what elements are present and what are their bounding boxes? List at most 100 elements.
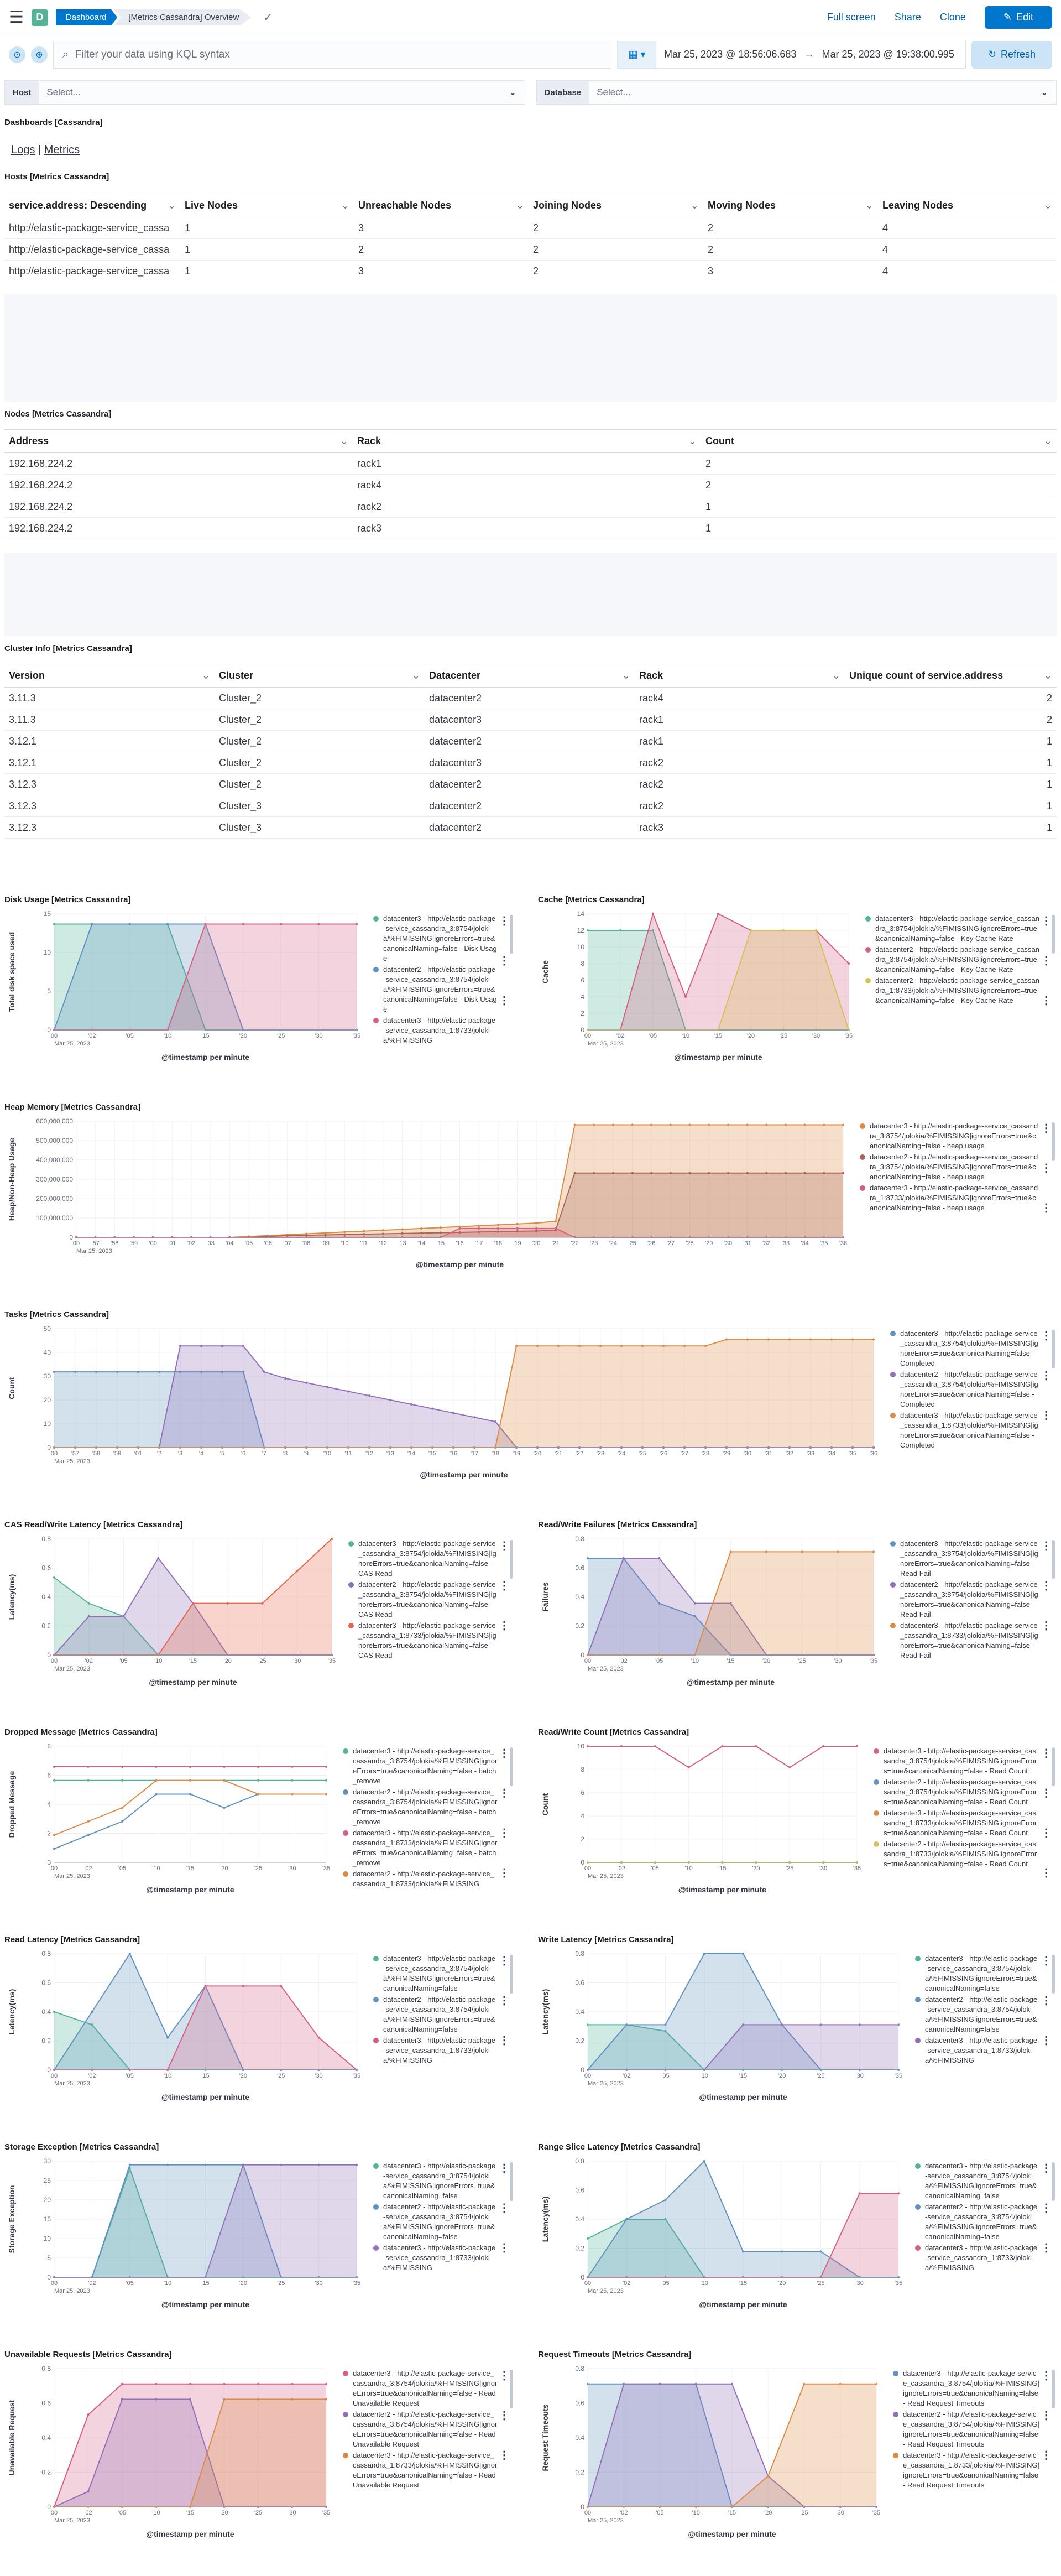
column-header[interactable]: Unreachable Nodes ⌄ bbox=[354, 194, 529, 217]
legend-item[interactable]: datacenter3 - http://elastic-package-ser… bbox=[893, 2369, 1039, 2408]
legend-item[interactable]: datacenter3 - http://elastic-package-ser… bbox=[915, 2036, 1039, 2065]
add-filter-icon[interactable]: ⊕ bbox=[31, 46, 48, 63]
logs-link[interactable]: Logs bbox=[11, 144, 35, 156]
column-header[interactable]: Cluster ⌄ bbox=[215, 664, 425, 688]
legend-item[interactable]: datacenter2 - http://elastic-package-ser… bbox=[343, 2410, 498, 2449]
legend-menu-icon[interactable]: ⋮ bbox=[1041, 2034, 1052, 2047]
column-header[interactable]: Live Nodes ⌄ bbox=[180, 194, 354, 217]
sort-chevron-icon[interactable]: ⌄ bbox=[832, 670, 840, 681]
legend-menu-icon[interactable]: ⋮ bbox=[1041, 2449, 1052, 2461]
legend-item[interactable]: datacenter3 - http://elastic-package-ser… bbox=[915, 1954, 1039, 1994]
breadcrumb-dashboard[interactable]: Dashboard bbox=[55, 9, 118, 25]
column-header[interactable]: Rack ⌄ bbox=[635, 664, 845, 688]
chevron-down-icon[interactable]: ⌄ bbox=[1040, 87, 1048, 97]
sort-chevron-icon[interactable]: ⌄ bbox=[341, 200, 349, 211]
legend-menu-icon[interactable]: ⋮ bbox=[1041, 1995, 1052, 2007]
legend-menu-icon[interactable]: ⋮ bbox=[1041, 2202, 1052, 2214]
legend-item[interactable]: datacenter3 - http://elastic-package-ser… bbox=[343, 1746, 498, 1786]
legend-scrollbar[interactable] bbox=[1052, 1955, 1055, 1994]
legend-menu-icon[interactable]: ⋮ bbox=[1041, 1122, 1052, 1135]
legend-menu-icon[interactable]: ⋮ bbox=[499, 1955, 510, 1967]
date-picker[interactable]: ▦ ▾ Mar 25, 2023 @ 18:56:06.683 → Mar 25… bbox=[617, 40, 966, 69]
legend-item[interactable]: datacenter2 - http://elastic-package-ser… bbox=[874, 1839, 1039, 1869]
calendar-icon[interactable]: ▦ ▾ bbox=[618, 41, 656, 68]
host-control[interactable]: Host Select... ⌄ bbox=[4, 80, 525, 105]
legend-menu-icon[interactable]: ⋮ bbox=[1041, 1330, 1052, 1342]
column-header[interactable]: Count ⌄ bbox=[701, 429, 1057, 453]
legend-scrollbar[interactable] bbox=[510, 1747, 513, 1786]
clone-link[interactable]: Clone bbox=[939, 12, 966, 23]
legend-menu-icon[interactable]: ⋮ bbox=[499, 1787, 510, 1799]
legend-scrollbar[interactable] bbox=[1052, 1540, 1055, 1579]
legend-scrollbar[interactable] bbox=[510, 1540, 513, 1579]
column-header[interactable]: Moving Nodes ⌄ bbox=[703, 194, 878, 217]
legend-menu-icon[interactable]: ⋮ bbox=[1041, 1540, 1052, 1552]
legend-item[interactable]: datacenter3 - http://elastic-package-ser… bbox=[373, 1954, 498, 1994]
legend-menu-icon[interactable]: ⋮ bbox=[1041, 1955, 1052, 1967]
app-logo[interactable]: D bbox=[31, 9, 48, 26]
legend-item[interactable]: datacenter2 - http://elastic-package-ser… bbox=[343, 1787, 498, 1827]
database-control[interactable]: Database Select... ⌄ bbox=[536, 80, 1057, 105]
sort-chevron-icon[interactable]: ⌄ bbox=[688, 435, 697, 446]
host-select[interactable]: Select... bbox=[46, 87, 81, 97]
legend-scrollbar[interactable] bbox=[1052, 1747, 1055, 1786]
legend-item[interactable]: datacenter2 - http://elastic-package-ser… bbox=[890, 1370, 1039, 1409]
legend-menu-icon[interactable]: ⋮ bbox=[1041, 1162, 1052, 1174]
legend-menu-icon[interactable]: ⋮ bbox=[499, 955, 510, 967]
legend-item[interactable]: datacenter3 - http://elastic-package-ser… bbox=[343, 2369, 498, 2408]
legend-menu-icon[interactable]: ⋮ bbox=[499, 2162, 510, 2174]
legend-menu-icon[interactable]: ⋮ bbox=[499, 995, 510, 1007]
sort-chevron-icon[interactable]: ⌄ bbox=[1043, 670, 1052, 681]
share-link[interactable]: Share bbox=[894, 12, 921, 23]
sort-chevron-icon[interactable]: ⌄ bbox=[339, 435, 348, 446]
legend-scrollbar[interactable] bbox=[1052, 2370, 1055, 2408]
legend-item[interactable]: datacenter2 - http://elastic-package-ser… bbox=[865, 976, 1039, 1006]
column-header[interactable]: Rack ⌄ bbox=[353, 429, 701, 453]
date-start[interactable]: Mar 25, 2023 @ 18:56:06.683 bbox=[664, 49, 797, 60]
legend-item[interactable]: datacenter3 - http://elastic-package-ser… bbox=[893, 2450, 1039, 2490]
sort-chevron-icon[interactable]: ⌄ bbox=[690, 200, 699, 211]
legend-menu-icon[interactable]: ⋮ bbox=[499, 2242, 510, 2254]
legend-menu-icon[interactable]: ⋮ bbox=[1041, 1370, 1052, 1382]
sort-chevron-icon[interactable]: ⌄ bbox=[201, 670, 210, 681]
legend-scrollbar[interactable] bbox=[1052, 1122, 1055, 1161]
legend-item[interactable]: datacenter2 - http://elastic-package-ser… bbox=[893, 2410, 1039, 2449]
legend-scrollbar[interactable] bbox=[1052, 915, 1055, 954]
legend-scrollbar[interactable] bbox=[510, 2162, 513, 2201]
legend-item[interactable]: datacenter3 - http://elastic-package-ser… bbox=[890, 1411, 1039, 1450]
sort-chevron-icon[interactable]: ⌄ bbox=[1043, 435, 1052, 446]
legend-item[interactable]: datacenter3 - http://elastic-package-ser… bbox=[373, 1016, 498, 1045]
legend-scrollbar[interactable] bbox=[1052, 1330, 1055, 1368]
legend-menu-icon[interactable]: ⋮ bbox=[1041, 2242, 1052, 2254]
column-header[interactable]: service.address: Descending ⌄ bbox=[4, 194, 180, 217]
legend-menu-icon[interactable]: ⋮ bbox=[1041, 1409, 1052, 1422]
legend-menu-icon[interactable]: ⋮ bbox=[499, 1995, 510, 2007]
legend-menu-icon[interactable]: ⋮ bbox=[1041, 1867, 1052, 1879]
legend-item[interactable]: datacenter3 - http://elastic-package-ser… bbox=[915, 2243, 1039, 2273]
legend-menu-icon[interactable]: ⋮ bbox=[1041, 2162, 1052, 2174]
column-header[interactable]: Joining Nodes ⌄ bbox=[529, 194, 703, 217]
metrics-link[interactable]: Metrics bbox=[44, 144, 80, 156]
legend-menu-icon[interactable]: ⋮ bbox=[499, 2370, 510, 2382]
refresh-button[interactable]: ↻ Refresh bbox=[971, 40, 1052, 69]
legend-menu-icon[interactable]: ⋮ bbox=[499, 2410, 510, 2422]
legend-menu-icon[interactable]: ⋮ bbox=[1041, 2370, 1052, 2382]
legend-menu-icon[interactable]: ⋮ bbox=[499, 1827, 510, 1839]
legend-menu-icon[interactable]: ⋮ bbox=[1041, 995, 1052, 1007]
legend-menu-icon[interactable]: ⋮ bbox=[499, 1620, 510, 1632]
column-header[interactable]: Leaving Nodes ⌄ bbox=[878, 194, 1057, 217]
sort-chevron-icon[interactable]: ⌄ bbox=[621, 670, 630, 681]
chevron-down-icon[interactable]: ⌄ bbox=[509, 87, 517, 97]
legend-scrollbar[interactable] bbox=[510, 1955, 513, 1994]
legend-menu-icon[interactable]: ⋮ bbox=[1041, 1827, 1052, 1839]
legend-menu-icon[interactable]: ⋮ bbox=[499, 2449, 510, 2461]
legend-menu-icon[interactable]: ⋮ bbox=[499, 1867, 510, 1879]
column-header[interactable]: Datacenter ⌄ bbox=[425, 664, 635, 688]
legend-menu-icon[interactable]: ⋮ bbox=[499, 1540, 510, 1552]
legend-menu-icon[interactable]: ⋮ bbox=[499, 915, 510, 927]
legend-item[interactable]: datacenter2 - http://elastic-package-ser… bbox=[373, 1995, 498, 2034]
database-select[interactable]: Select... bbox=[597, 87, 631, 97]
legend-menu-icon[interactable]: ⋮ bbox=[1041, 2410, 1052, 2422]
legend-item[interactable]: datacenter2 - http://elastic-package-ser… bbox=[865, 945, 1039, 975]
legend-menu-icon[interactable]: ⋮ bbox=[1041, 1787, 1052, 1799]
